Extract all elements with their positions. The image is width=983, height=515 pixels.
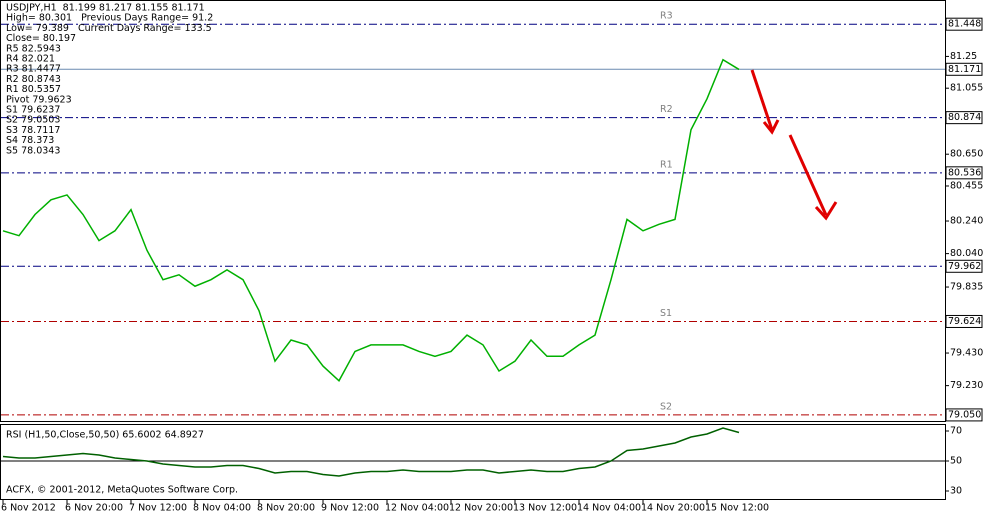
x-tick-label: 7 Nov 12:00 <box>129 503 187 514</box>
info-line: S5 78.0343 <box>6 145 60 156</box>
level-name: R3 <box>660 11 673 22</box>
main-panel <box>0 0 946 422</box>
level-box <box>945 166 983 180</box>
y-tick-label: 81.055 <box>950 83 983 94</box>
last-box <box>945 62 983 76</box>
info-line: R3 81.4477 <box>6 64 61 75</box>
level-box <box>945 259 983 273</box>
rsi-title: RSI (H1,50,Close,50,50) 65.6002 64.8927 <box>6 430 204 441</box>
info-line: R5 82.5943 <box>6 43 61 54</box>
info-line: S2 79.0503 <box>6 115 60 126</box>
x-tick-label: 14 Nov 04:00 <box>577 503 641 514</box>
level-label: 80.874 <box>948 112 981 123</box>
rsi-tick-label: 50 <box>950 456 962 467</box>
info-line: S4 78.373 <box>6 135 54 146</box>
level-box <box>945 111 983 125</box>
x-tick-label: 14 Nov 20:00 <box>641 503 705 514</box>
x-tick-label: 9 Nov 12:00 <box>321 503 379 514</box>
info-line: R2 80.8743 <box>6 74 61 85</box>
x-tick-label: 12 Nov 04:00 <box>385 503 449 514</box>
y-tick-label: 79.230 <box>950 380 983 391</box>
x-tick-label: 6 Nov 2012 <box>1 503 56 514</box>
price-line <box>2 58 740 382</box>
level-label: 81.448 <box>948 19 981 30</box>
level-label: 80.536 <box>948 167 981 178</box>
level-box <box>945 17 983 31</box>
level-name: R2 <box>660 104 673 115</box>
y-tick-label: 81.25 <box>950 51 977 62</box>
y-tick-label: 79.430 <box>950 348 983 359</box>
y-tick-label: 80.040 <box>950 248 983 259</box>
x-tick-label: 13 Nov 12:00 <box>513 503 577 514</box>
x-tick-label: 6 Nov 20:00 <box>65 503 123 514</box>
info-line: USDJPY,H1 81.199 81.217 81.155 81.171 <box>6 3 205 14</box>
info-line: S1 79.6237 <box>6 105 60 116</box>
info-line: R4 82.021 <box>6 54 55 65</box>
rsi-panel <box>0 424 946 500</box>
level-label: 79.962 <box>948 261 981 272</box>
info-line: R1 80.5357 <box>6 84 61 95</box>
level-label: 79.050 <box>948 409 981 420</box>
level-box <box>945 408 983 422</box>
info-line: S3 78.7117 <box>6 125 60 136</box>
level-name: R1 <box>660 159 673 170</box>
info-line: Low= 79.389 Current Days Range= 133.5 <box>6 23 212 34</box>
rsi-line <box>2 427 740 477</box>
x-tick-label: 15 Nov 12:00 <box>705 503 769 514</box>
y-tick-label: 79.835 <box>950 282 983 293</box>
copyright: ACFX, © 2001-2012, MetaQuotes Software C… <box>6 485 238 496</box>
rsi-tick-label: 30 <box>950 486 962 497</box>
y-tick-label: 80.650 <box>950 149 983 160</box>
plot: R3 R2 R1 S1 S2 <box>1 11 945 477</box>
info-line: High= 80.301 Previous Days Range= 91.2 <box>6 13 213 24</box>
info-line: Close= 80.197 <box>6 33 76 44</box>
level-label: 79.624 <box>948 316 981 327</box>
last-label: 81.171 <box>948 64 981 75</box>
x-tick-label: 12 Nov 20:00 <box>449 503 513 514</box>
arrows <box>750 69 838 221</box>
info-line: Pivot 79.9623 <box>6 94 72 105</box>
y-tick-label: 80.455 <box>950 180 983 191</box>
x-tick-label: 8 Nov 20:00 <box>257 503 315 514</box>
rsi-tick-label: 70 <box>950 426 962 437</box>
level-name: S1 <box>660 308 672 319</box>
x-tick-label: 8 Nov 04:00 <box>193 503 251 514</box>
level-name: S2 <box>660 401 672 412</box>
y-tick-label: 80.240 <box>950 216 983 227</box>
level-box <box>945 314 983 328</box>
